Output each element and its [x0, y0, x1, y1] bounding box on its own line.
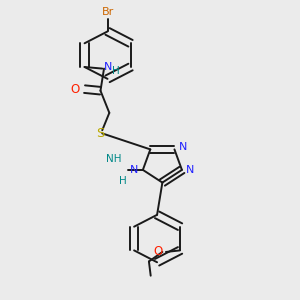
- Text: N: N: [104, 62, 112, 72]
- Text: Br: Br: [101, 7, 114, 17]
- Text: H: H: [119, 176, 127, 186]
- Text: NH: NH: [106, 154, 122, 164]
- Text: N: N: [186, 165, 194, 175]
- Text: N: N: [130, 165, 139, 175]
- Text: O: O: [153, 245, 162, 259]
- Text: O: O: [70, 82, 79, 96]
- Text: H: H: [112, 66, 120, 76]
- Text: S: S: [96, 127, 105, 140]
- Text: N: N: [179, 142, 187, 152]
